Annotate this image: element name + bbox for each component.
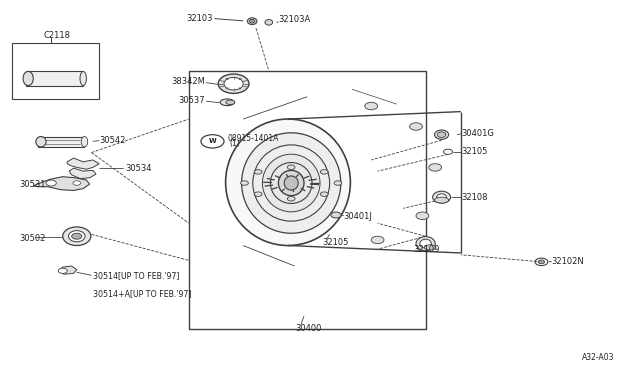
Ellipse shape bbox=[334, 181, 342, 185]
Circle shape bbox=[538, 260, 545, 264]
Text: 30401J: 30401J bbox=[344, 212, 372, 221]
Ellipse shape bbox=[254, 192, 262, 196]
Ellipse shape bbox=[63, 227, 91, 246]
Ellipse shape bbox=[284, 176, 298, 190]
Text: 30400: 30400 bbox=[296, 324, 322, 333]
Ellipse shape bbox=[287, 165, 295, 170]
Bar bbox=[26, 71, 83, 86]
Ellipse shape bbox=[68, 231, 85, 242]
Text: 32105: 32105 bbox=[461, 147, 487, 156]
Circle shape bbox=[46, 180, 56, 186]
Text: (1): (1) bbox=[229, 140, 240, 148]
Circle shape bbox=[365, 102, 378, 110]
Polygon shape bbox=[69, 168, 96, 179]
Ellipse shape bbox=[80, 71, 86, 86]
Ellipse shape bbox=[278, 170, 304, 196]
Circle shape bbox=[331, 212, 341, 218]
Circle shape bbox=[371, 236, 384, 244]
Text: 30514[UP TO FEB.'97]: 30514[UP TO FEB.'97] bbox=[93, 272, 179, 280]
Circle shape bbox=[73, 181, 81, 185]
Ellipse shape bbox=[416, 237, 435, 251]
Ellipse shape bbox=[242, 133, 341, 233]
Text: 30531: 30531 bbox=[19, 180, 45, 189]
Ellipse shape bbox=[254, 170, 262, 174]
Bar bbox=[38, 137, 84, 147]
Text: 30537: 30537 bbox=[178, 96, 205, 105]
Ellipse shape bbox=[435, 130, 449, 140]
Ellipse shape bbox=[321, 192, 328, 196]
Text: 30534: 30534 bbox=[125, 164, 151, 173]
Circle shape bbox=[58, 268, 67, 273]
Ellipse shape bbox=[424, 245, 436, 250]
Ellipse shape bbox=[438, 132, 445, 138]
Ellipse shape bbox=[218, 74, 249, 93]
Ellipse shape bbox=[420, 239, 431, 248]
Ellipse shape bbox=[287, 196, 295, 201]
Circle shape bbox=[410, 123, 422, 130]
Text: 32102N: 32102N bbox=[552, 257, 584, 266]
Bar bbox=[12, 43, 99, 99]
Text: 30401G: 30401G bbox=[461, 129, 493, 138]
Text: 30542: 30542 bbox=[99, 136, 125, 145]
Ellipse shape bbox=[250, 19, 255, 23]
Ellipse shape bbox=[224, 77, 243, 90]
Circle shape bbox=[429, 164, 442, 171]
Text: A32-A03: A32-A03 bbox=[582, 353, 614, 362]
Ellipse shape bbox=[23, 71, 33, 86]
Text: C2118: C2118 bbox=[44, 31, 70, 40]
Ellipse shape bbox=[241, 181, 248, 185]
Ellipse shape bbox=[248, 18, 257, 25]
Circle shape bbox=[416, 212, 429, 219]
Bar bbox=[189, 71, 426, 329]
Text: 32105: 32105 bbox=[322, 238, 348, 247]
Polygon shape bbox=[67, 158, 99, 169]
Ellipse shape bbox=[433, 191, 451, 203]
Circle shape bbox=[72, 233, 82, 239]
Text: 30502: 30502 bbox=[19, 234, 45, 243]
Text: 32108: 32108 bbox=[461, 193, 487, 202]
Text: 32103A: 32103A bbox=[278, 15, 310, 24]
Text: 32109: 32109 bbox=[413, 246, 439, 254]
Text: 38342M: 38342M bbox=[171, 77, 205, 86]
Text: 30514+A[UP TO FEB.'97]: 30514+A[UP TO FEB.'97] bbox=[93, 289, 191, 298]
Text: 08915-1401A: 08915-1401A bbox=[227, 134, 278, 143]
Ellipse shape bbox=[226, 100, 235, 105]
Polygon shape bbox=[59, 266, 77, 274]
Ellipse shape bbox=[435, 197, 449, 203]
Ellipse shape bbox=[262, 154, 320, 212]
Polygon shape bbox=[33, 177, 90, 190]
Ellipse shape bbox=[220, 99, 234, 106]
Ellipse shape bbox=[436, 194, 447, 201]
Ellipse shape bbox=[81, 137, 88, 147]
Circle shape bbox=[444, 149, 452, 154]
Text: W: W bbox=[209, 138, 216, 144]
Ellipse shape bbox=[321, 170, 328, 174]
Ellipse shape bbox=[36, 137, 46, 147]
Text: 32103: 32103 bbox=[187, 14, 213, 23]
Ellipse shape bbox=[265, 19, 273, 25]
Ellipse shape bbox=[226, 119, 351, 246]
